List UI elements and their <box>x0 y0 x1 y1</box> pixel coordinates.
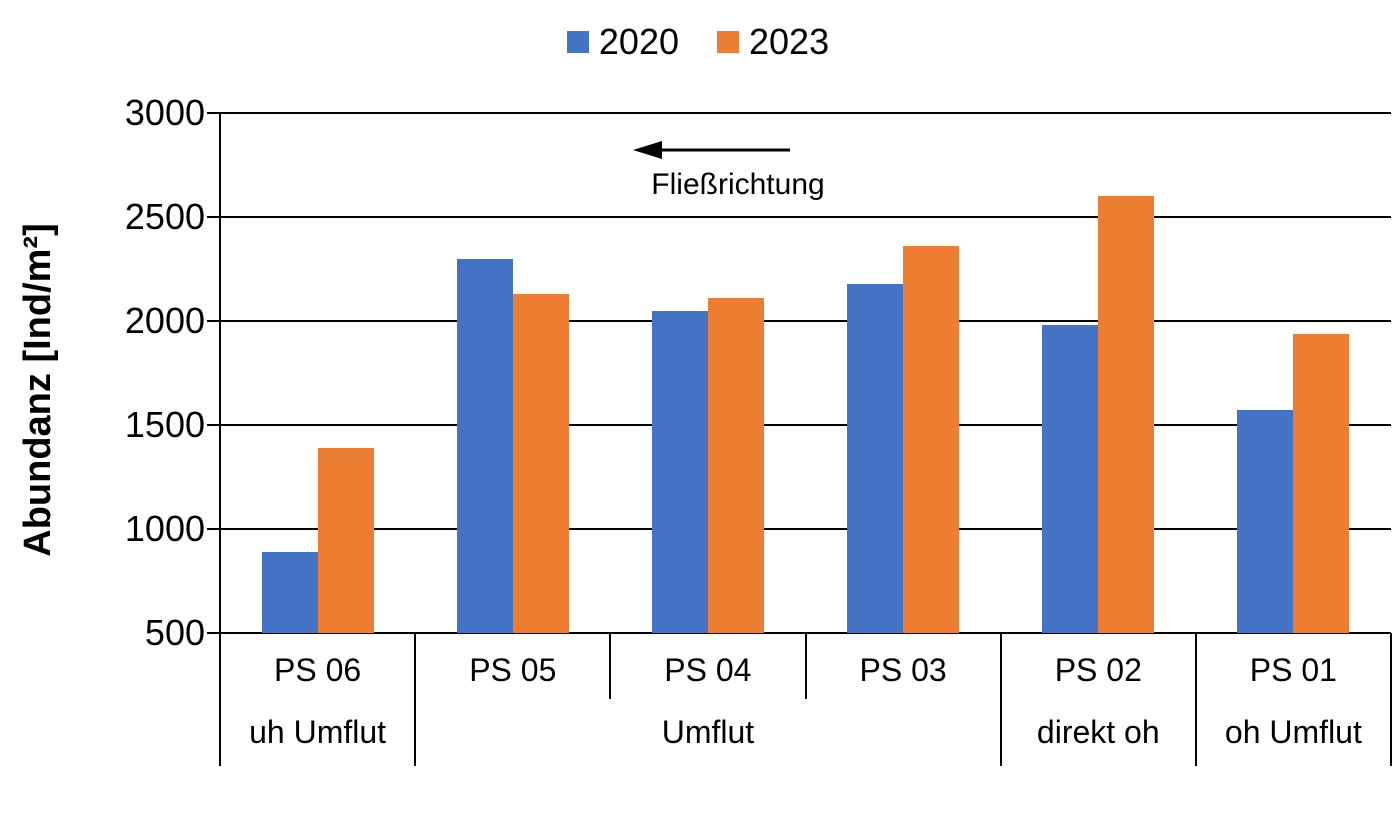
bar-2023-ps-02 <box>1098 196 1155 633</box>
y-tick-label: 1000 <box>124 508 205 549</box>
x-axis-category-label-ps-05: PS 05 <box>469 651 557 688</box>
x-axis-group-divider <box>1194 633 1197 766</box>
x-axis-category-label-ps-02: PS 02 <box>1054 651 1142 688</box>
legend-label-2023: 2023 <box>749 21 830 62</box>
y-tick-label: 1500 <box>124 404 205 445</box>
x-axis-group-label-oh-umflut: oh Umflut <box>1224 714 1362 750</box>
bar-2020-ps-01 <box>1237 410 1294 633</box>
x-axis-category-label-ps-04: PS 04 <box>664 651 752 688</box>
y-tick-label: 2000 <box>124 300 205 341</box>
legend-label-2020: 2020 <box>598 21 679 62</box>
x-axis-category-label-ps-01: PS 01 <box>1249 651 1337 688</box>
x-axis-category-divider <box>804 633 807 699</box>
legend-swatch-2023 <box>717 31 739 53</box>
y-tick-mark <box>207 424 220 426</box>
y-axis-title: Abundanz [Ind/m²] <box>17 223 59 557</box>
bar-2023-ps-06 <box>317 447 374 633</box>
bar-2023-ps-05 <box>512 294 569 633</box>
gridline-3000 <box>220 112 1391 114</box>
x-axis-group-label-uh-umflut: uh Umflut <box>249 714 387 750</box>
y-tick-label: 2500 <box>124 196 205 237</box>
bar-2023-ps-03 <box>903 246 960 633</box>
x-axis-category-label-ps-03: PS 03 <box>859 651 947 688</box>
flow-direction-label: Fließrichtung <box>651 168 825 201</box>
x-axis-group-label-umflut: Umflut <box>661 714 755 750</box>
y-tick-mark <box>207 528 220 530</box>
y-tick-mark <box>207 112 220 114</box>
x-axis-group-divider <box>414 633 417 766</box>
legend-item-2023: 2023 <box>717 23 829 61</box>
bar-2020-ps-05 <box>456 258 513 633</box>
x-axis-category-divider <box>609 633 612 699</box>
bar-2020-ps-02 <box>1042 325 1099 633</box>
y-tick-mark <box>207 216 220 218</box>
y-tick-mark <box>207 320 220 322</box>
x-axis-group-divider <box>999 633 1002 766</box>
bar-2023-ps-04 <box>707 298 764 633</box>
legend-item-2020: 2020 <box>566 21 679 62</box>
x-axis-category-label-ps-06: PS 06 <box>274 651 362 688</box>
y-tick-label: 500 <box>144 612 205 653</box>
gridline-2500 <box>220 216 1391 218</box>
gridline-1000 <box>220 528 1391 530</box>
bar-2020-ps-03 <box>847 283 904 633</box>
bar-2020-ps-06 <box>261 551 318 633</box>
flow-direction-arrow <box>633 139 791 161</box>
x-axis-edge-line <box>219 633 221 766</box>
gridline-2000 <box>220 320 1391 322</box>
y-tick-mark <box>207 632 220 634</box>
y-tick-label: 3000 <box>124 92 205 133</box>
chart-legend: 2020 2023 <box>0 22 1396 62</box>
x-axis-group-label-direkt-oh: direkt oh <box>1036 714 1160 750</box>
bar-2020-ps-04 <box>651 310 708 633</box>
y-axis-line <box>219 113 221 633</box>
legend-swatch-2020 <box>566 31 589 53</box>
left-arrow-icon <box>633 141 790 159</box>
gridline-1500 <box>220 424 1391 426</box>
bar-2023-ps-01 <box>1293 333 1350 633</box>
x-axis-edge-line <box>1390 633 1392 766</box>
